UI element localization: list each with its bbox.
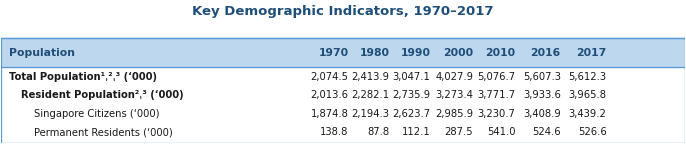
- Text: 87.8: 87.8: [368, 127, 390, 137]
- Text: 1,874.8: 1,874.8: [311, 109, 348, 119]
- Text: Resident Population²ˌ³ (‘000): Resident Population²ˌ³ (‘000): [21, 90, 184, 101]
- Text: 2,413.9: 2,413.9: [351, 72, 390, 82]
- Text: 2,074.5: 2,074.5: [311, 72, 348, 82]
- Text: 2017: 2017: [576, 48, 606, 58]
- Text: 2,013.6: 2,013.6: [311, 90, 348, 101]
- Text: 2,985.9: 2,985.9: [435, 109, 473, 119]
- Text: 138.8: 138.8: [320, 127, 348, 137]
- Text: 3,047.1: 3,047.1: [393, 72, 431, 82]
- Text: 3,230.7: 3,230.7: [477, 109, 515, 119]
- Text: 2,623.7: 2,623.7: [392, 109, 431, 119]
- Text: 2000: 2000: [443, 48, 473, 58]
- Text: 526.6: 526.6: [578, 127, 606, 137]
- Text: 112.1: 112.1: [402, 127, 431, 137]
- Text: 3,439.2: 3,439.2: [569, 109, 606, 119]
- Text: Total Population¹ˌ²ˌ³ (‘000): Total Population¹ˌ²ˌ³ (‘000): [9, 72, 157, 82]
- Text: 2016: 2016: [530, 48, 560, 58]
- Text: 1970: 1970: [318, 48, 348, 58]
- Text: 3,408.9: 3,408.9: [523, 109, 560, 119]
- Text: 2010: 2010: [486, 48, 515, 58]
- Text: 1980: 1980: [359, 48, 390, 58]
- Text: Singapore Citizens (‘000): Singapore Citizens (‘000): [34, 109, 159, 119]
- Text: Permanent Residents (‘000): Permanent Residents (‘000): [34, 127, 172, 137]
- Text: 287.5: 287.5: [445, 127, 473, 137]
- Text: 2,735.9: 2,735.9: [392, 90, 431, 101]
- Text: 1990: 1990: [401, 48, 431, 58]
- Text: 3,273.4: 3,273.4: [435, 90, 473, 101]
- Text: 5,076.7: 5,076.7: [477, 72, 515, 82]
- Text: 3,965.8: 3,965.8: [569, 90, 606, 101]
- Bar: [1, 38, 685, 67]
- Text: 2,194.3: 2,194.3: [351, 109, 390, 119]
- Text: 4,027.9: 4,027.9: [435, 72, 473, 82]
- Text: 3,933.6: 3,933.6: [523, 90, 560, 101]
- Text: 5,612.3: 5,612.3: [569, 72, 606, 82]
- Text: 2,282.1: 2,282.1: [351, 90, 390, 101]
- Text: Key Demographic Indicators, 1970–2017: Key Demographic Indicators, 1970–2017: [192, 5, 494, 18]
- Text: 5,607.3: 5,607.3: [523, 72, 560, 82]
- Text: 541.0: 541.0: [487, 127, 515, 137]
- Text: 524.6: 524.6: [532, 127, 560, 137]
- Text: Population: Population: [9, 48, 75, 58]
- Text: 3,771.7: 3,771.7: [477, 90, 515, 101]
- Bar: [1, 38, 685, 143]
